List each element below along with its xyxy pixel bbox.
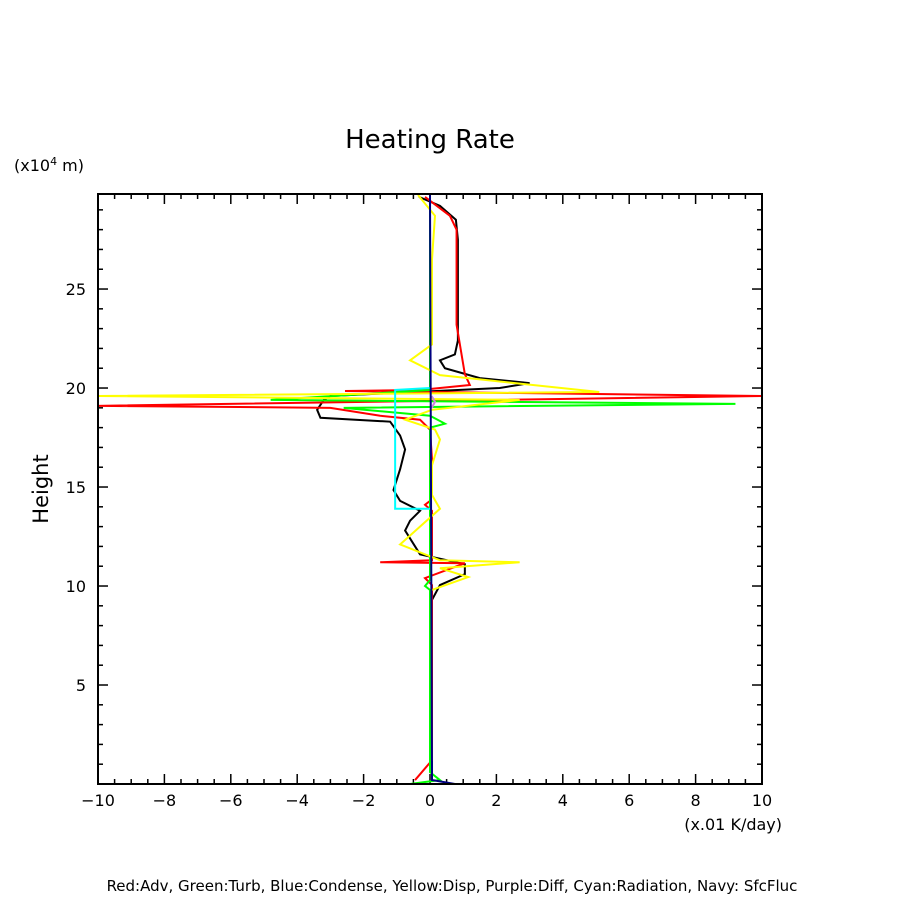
y-tick-label: 10 [66,577,86,596]
x-tick-label: 0 [425,791,435,810]
plot-frame [97,193,763,785]
legend: Red:Adv, Green:Turb, Blue:Condense, Yell… [107,877,798,895]
x-tick-label: −8 [153,791,177,810]
series-adv [97,196,763,781]
series-disp [97,194,600,591]
series-turb [270,195,736,785]
chart-title: Heating Rate [345,125,515,155]
x-tick-label: 10 [752,791,772,810]
series-diff [430,395,437,409]
x-tick-label: 8 [691,791,701,810]
y-unit-label: (x104 m) [14,155,84,175]
y-tick-label: 5 [76,676,86,695]
x-tick-label: −4 [285,791,309,810]
y-tick-label: 15 [66,478,86,497]
series-radiation [394,387,431,510]
x-tick-label: −10 [81,791,115,810]
series-total [315,196,530,781]
y-tick-label: 25 [66,280,86,299]
y-axis-label: Height [29,454,53,523]
series-sfcfluc [429,193,456,785]
x-tick-label: −2 [352,791,376,810]
x-tick-label: 2 [491,791,501,810]
x-tick-label: −6 [219,791,243,810]
x-axis-label: (x.01 K/day) [684,815,782,834]
y-tick-label: 20 [66,379,86,398]
x-tick-label: 6 [624,791,634,810]
x-tick-label: 4 [558,791,568,810]
